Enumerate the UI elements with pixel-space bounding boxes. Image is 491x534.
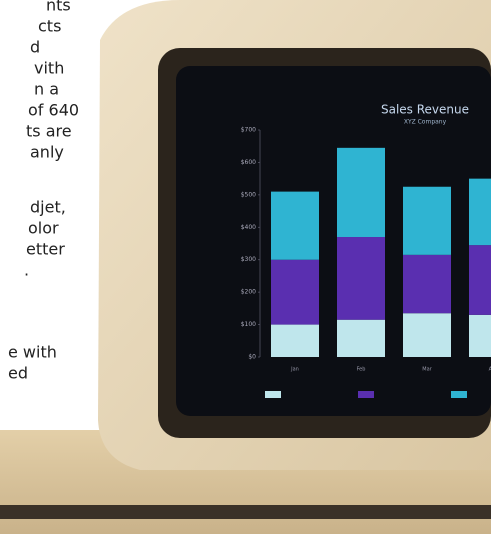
x-tick-label: Mar [422,367,432,373]
text-fragment: anly [30,143,64,162]
bar-segment [469,245,491,315]
legend-swatch [265,391,281,398]
y-tick-label: $200 [241,289,256,296]
legend-swatch [451,391,467,398]
text-fragment: vith [34,59,64,78]
bar-segment [271,192,319,260]
bar-segment [469,315,491,357]
legend-swatch [358,391,374,398]
chart-title: Sales Revenue [381,103,469,117]
bar-segment [271,260,319,325]
text-fragment: of 640 [28,101,79,120]
text-fragment: djet, [30,198,66,217]
y-tick-label: $500 [241,191,256,198]
y-tick-label: $300 [241,256,256,263]
text-fragment: olor [28,219,59,238]
bar-segment [403,313,451,357]
bar-segment [271,325,319,357]
y-tick-label: $700 [241,127,256,134]
bar-segment [403,187,451,255]
bar-segment [337,148,385,237]
text-fragment: cts [38,17,61,36]
bar-segment [403,255,451,313]
text-fragment: nts [46,0,71,15]
y-tick-label: $400 [241,224,256,231]
text-fragment: ts are [26,122,72,141]
bar-segment [337,237,385,320]
text-fragment: etter [26,240,65,259]
x-tick-label: Jan [290,367,299,373]
x-tick-label: Feb [357,367,366,373]
y-tick-label: $100 [241,321,256,328]
text-fragment: e with [8,343,57,362]
photo: Sales Revenue XYZ Company $0 $100 $200 $300… [0,0,491,534]
desk-gap [0,505,491,519]
text-fragment: d [30,38,40,57]
bar-segment [469,179,491,245]
chart-subtitle: XYZ Company [404,119,447,126]
y-tick-label: $600 [241,159,256,166]
text-fragment: . [24,261,29,280]
y-tick-label: $0 [248,354,256,361]
text-fragment: ed [8,364,28,383]
bar-segment [337,320,385,357]
text-fragment: n a [34,80,59,99]
